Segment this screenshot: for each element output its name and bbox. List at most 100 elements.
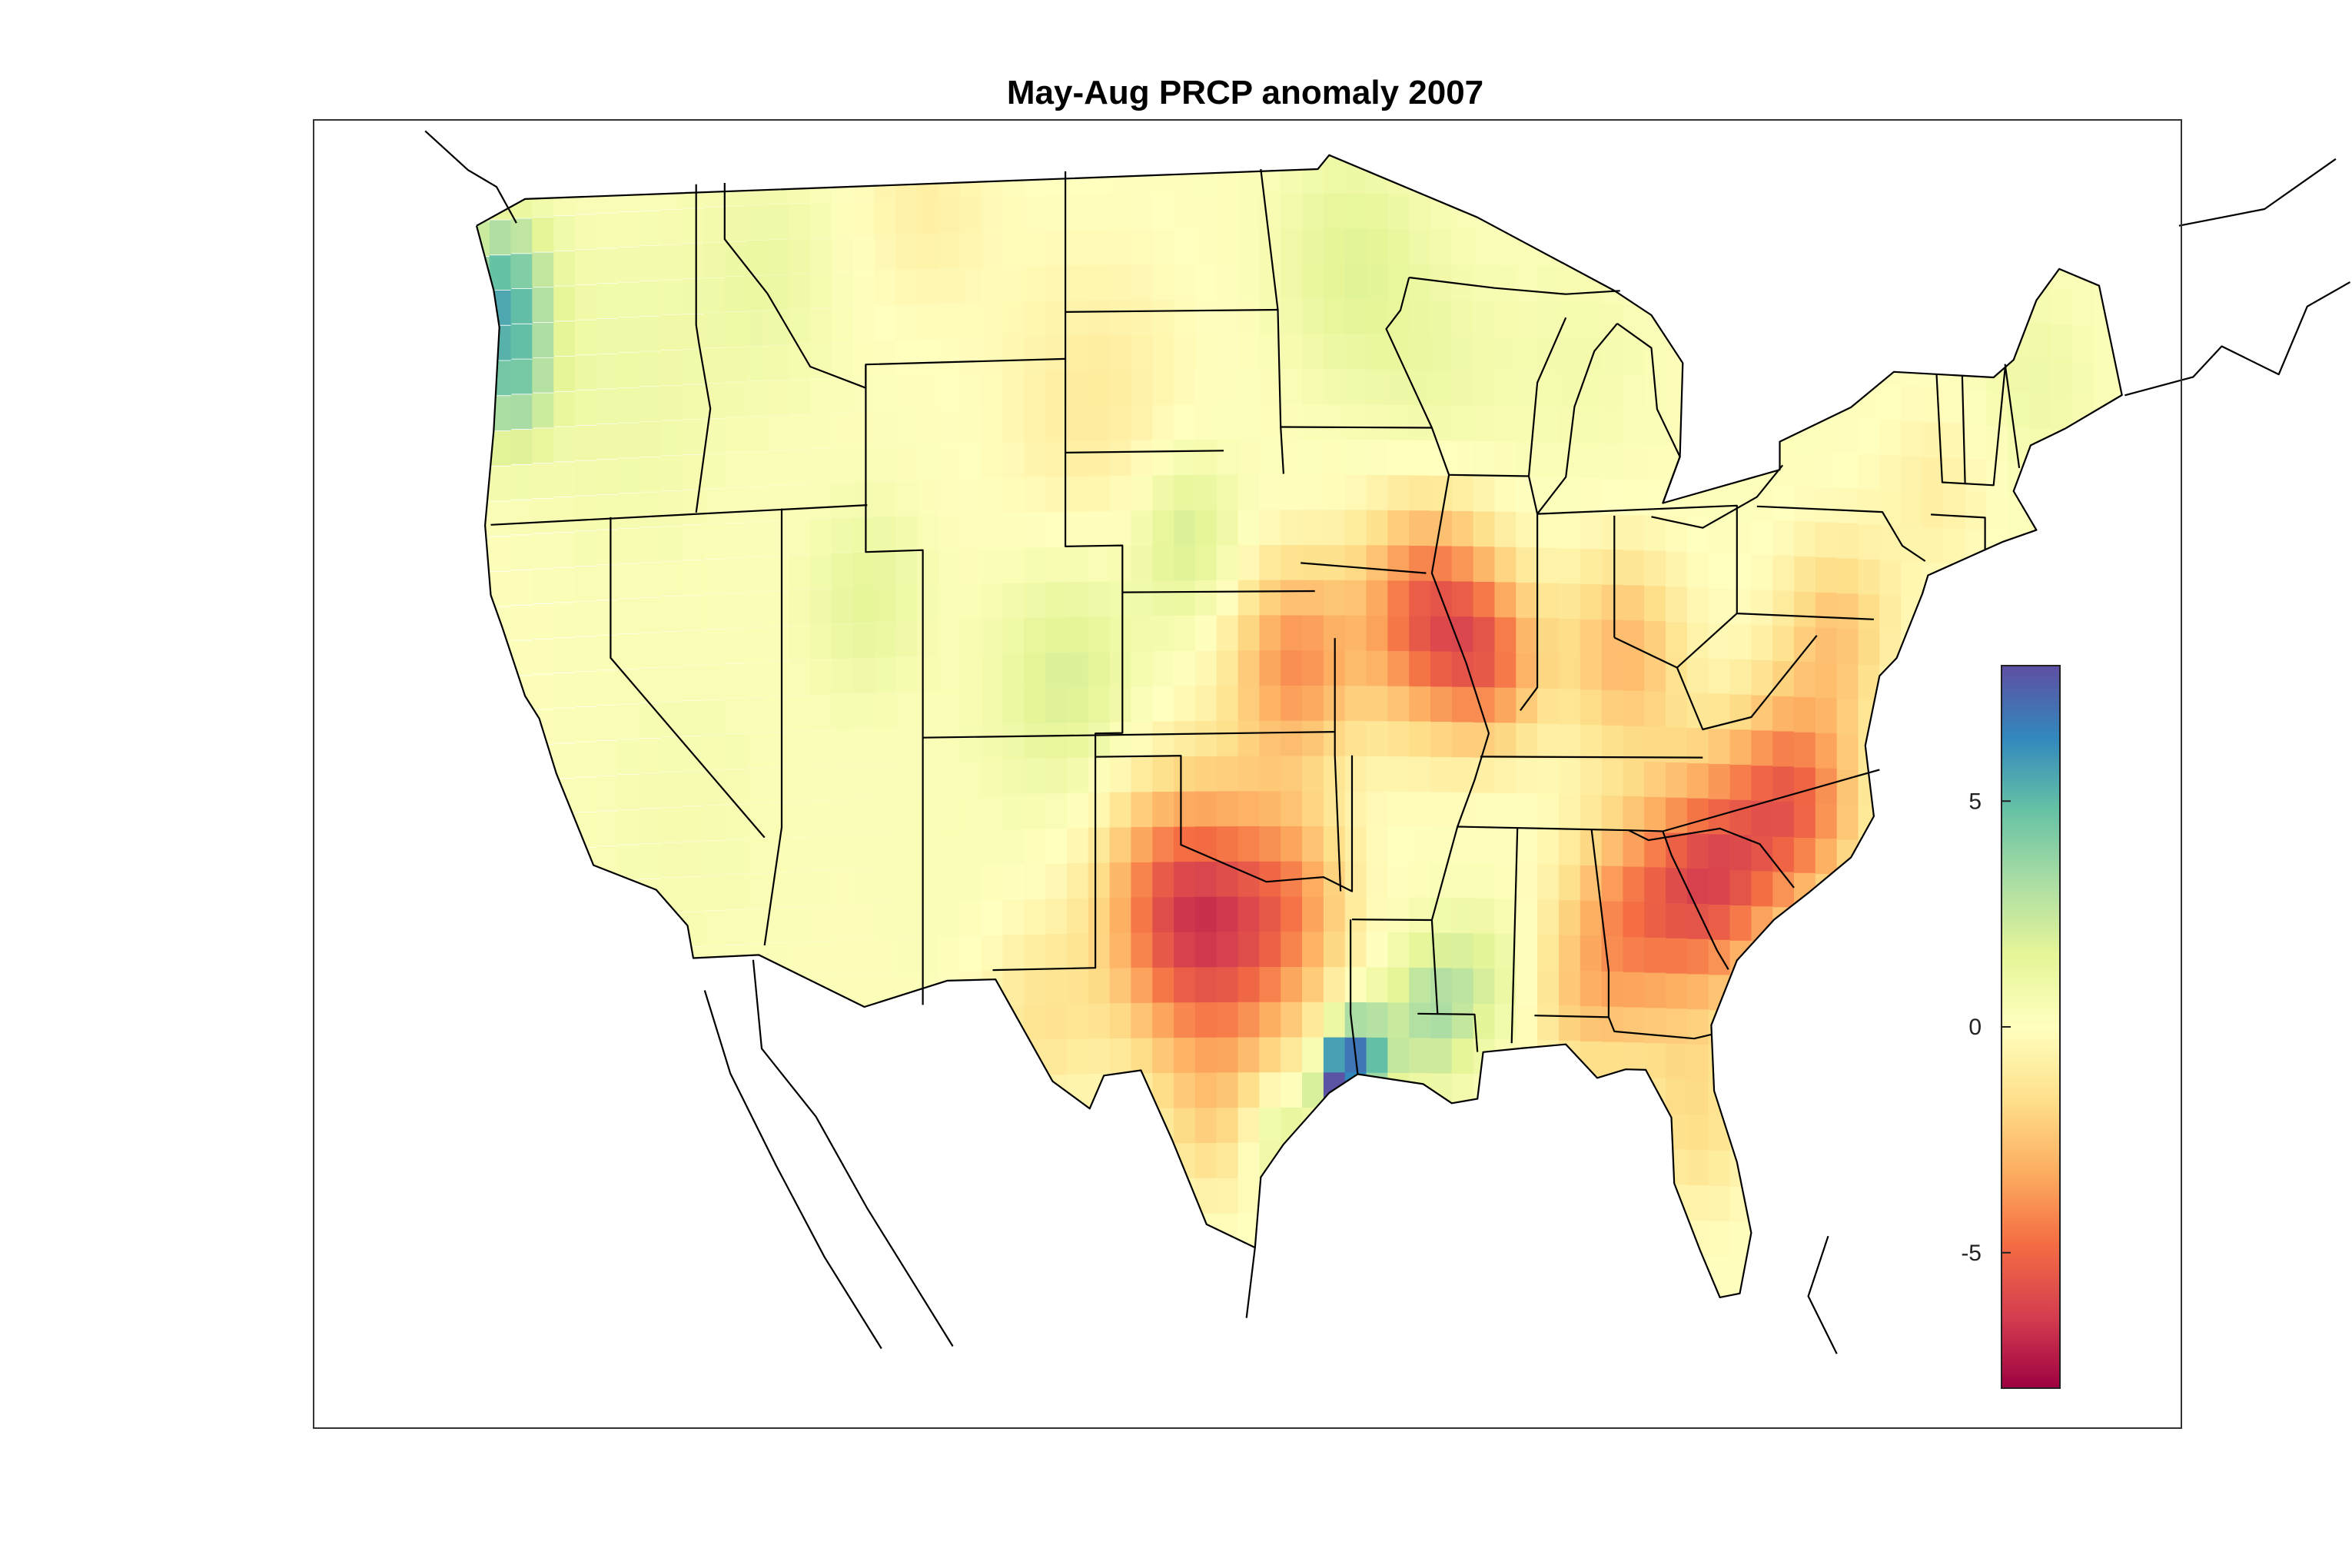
- grid-cell: [2114, 185, 2122, 224]
- grid-cell: [1794, 695, 1816, 733]
- grid-cell: [1045, 1038, 1068, 1075]
- grid-cell: [1836, 204, 1859, 242]
- grid-cell: [1623, 1076, 1646, 1113]
- grid-cell: [1729, 1079, 1752, 1117]
- grid-cell: [1259, 719, 1282, 756]
- grid-cell: [1174, 615, 1196, 651]
- grid-cell: [575, 882, 597, 918]
- grid-cell: [852, 1045, 875, 1080]
- grid-cell: [596, 952, 619, 987]
- grid-cell: [532, 1026, 555, 1061]
- grid-cell: [477, 1241, 490, 1276]
- grid-cell: [2029, 285, 2051, 324]
- grid-cell: [959, 900, 982, 936]
- grid-cell: [1922, 736, 1945, 774]
- grid-cell: [938, 1147, 961, 1183]
- grid-cell: [575, 742, 597, 777]
- grid-cell: [1152, 439, 1175, 476]
- grid-cell: [1858, 663, 1881, 700]
- grid-cell: [1558, 371, 1581, 408]
- grid-cell: [1922, 526, 1945, 563]
- grid-cell: [1366, 1107, 1389, 1144]
- grid-cell: [489, 290, 512, 325]
- grid-cell: [1836, 908, 1859, 945]
- grid-cell: [981, 865, 1004, 901]
- grid-cell: [1943, 316, 1966, 354]
- grid-cell: [1666, 1077, 1688, 1115]
- grid-cell: [553, 321, 576, 357]
- grid-cell: [660, 666, 683, 702]
- grid-cell: [1473, 158, 1496, 195]
- colorbar-tick-label: 0: [1968, 1015, 1982, 1040]
- grid-cell: [1131, 721, 1154, 757]
- grid-cell: [959, 971, 982, 1007]
- grid-cell: [1344, 297, 1367, 334]
- grid-cell: [1323, 297, 1346, 334]
- grid-cell: [2071, 288, 2095, 326]
- grid-cell: [2114, 326, 2122, 364]
- grid-cell: [1943, 913, 1966, 952]
- grid-cell: [1644, 1287, 1666, 1297]
- grid-cell: [1451, 1213, 1474, 1250]
- grid-cell: [1344, 333, 1367, 370]
- grid-cell: [553, 1130, 576, 1165]
- grid-cell: [1644, 549, 1666, 586]
- boundary-line: [1301, 562, 1427, 574]
- grid-cell: [1237, 790, 1261, 826]
- grid-cell: [1494, 792, 1517, 829]
- grid-cell: [1323, 579, 1346, 616]
- grid-cell: [1344, 404, 1367, 440]
- grid-cell: [553, 215, 576, 251]
- grid-cell: [895, 832, 919, 868]
- boundary-line: [2004, 364, 2021, 469]
- grid-cell: [1580, 583, 1603, 620]
- grid-cell: [981, 1146, 1004, 1182]
- grid-cell: [1194, 1071, 1218, 1108]
- grid-cell: [789, 1047, 811, 1083]
- grid-cell: [1088, 1108, 1111, 1144]
- grid-cell: [1965, 669, 1988, 706]
- grid-cell: [510, 676, 533, 711]
- grid-cell: [489, 923, 512, 958]
- grid-cell: [917, 234, 939, 270]
- grid-cell: [1323, 368, 1346, 405]
- grid-cell: [1451, 1002, 1474, 1039]
- grid-cell: [510, 1274, 533, 1297]
- grid-cell: [1494, 1249, 1517, 1286]
- grid-cell: [682, 1263, 704, 1297]
- grid-cell: [2050, 463, 2073, 500]
- grid-cell: [746, 627, 769, 663]
- grid-cell: [553, 989, 576, 1025]
- grid-cell: [2114, 819, 2122, 857]
- grid-cell: [596, 1304, 619, 1338]
- grid-cell: [1067, 827, 1089, 864]
- grid-cell: [1516, 686, 1539, 723]
- grid-cell: [1623, 443, 1646, 480]
- grid-cell: [1131, 1213, 1154, 1250]
- grid-cell: [1344, 1107, 1367, 1143]
- grid-cell: [1494, 827, 1517, 864]
- grid-cell: [2071, 1027, 2095, 1065]
- grid-cell: [1344, 1247, 1367, 1284]
- grid-cell: [1067, 1249, 1089, 1286]
- grid-cell: [1879, 154, 1902, 174]
- grid-cell: [1516, 1214, 1539, 1251]
- grid-cell: [510, 746, 533, 781]
- grid-cell: [1836, 838, 1859, 875]
- grid-cell: [639, 1231, 662, 1266]
- grid-cell: [1666, 374, 1688, 411]
- grid-cell: [724, 874, 747, 910]
- grid-cell: [746, 416, 769, 452]
- grid-cell: [1815, 204, 1838, 241]
- grid-cell: [2071, 358, 2095, 397]
- grid-cell: [981, 1181, 1004, 1217]
- grid-cell: [489, 501, 512, 537]
- grid-cell: [1366, 439, 1389, 475]
- grid-cell: [1623, 1041, 1646, 1078]
- grid-cell: [1965, 1125, 1988, 1164]
- boundary-line: [1281, 426, 1432, 429]
- grid-cell: [1109, 686, 1132, 723]
- grid-cell: [1879, 629, 1902, 666]
- grid-cell: [1623, 795, 1646, 832]
- grid-cell: [1131, 932, 1154, 968]
